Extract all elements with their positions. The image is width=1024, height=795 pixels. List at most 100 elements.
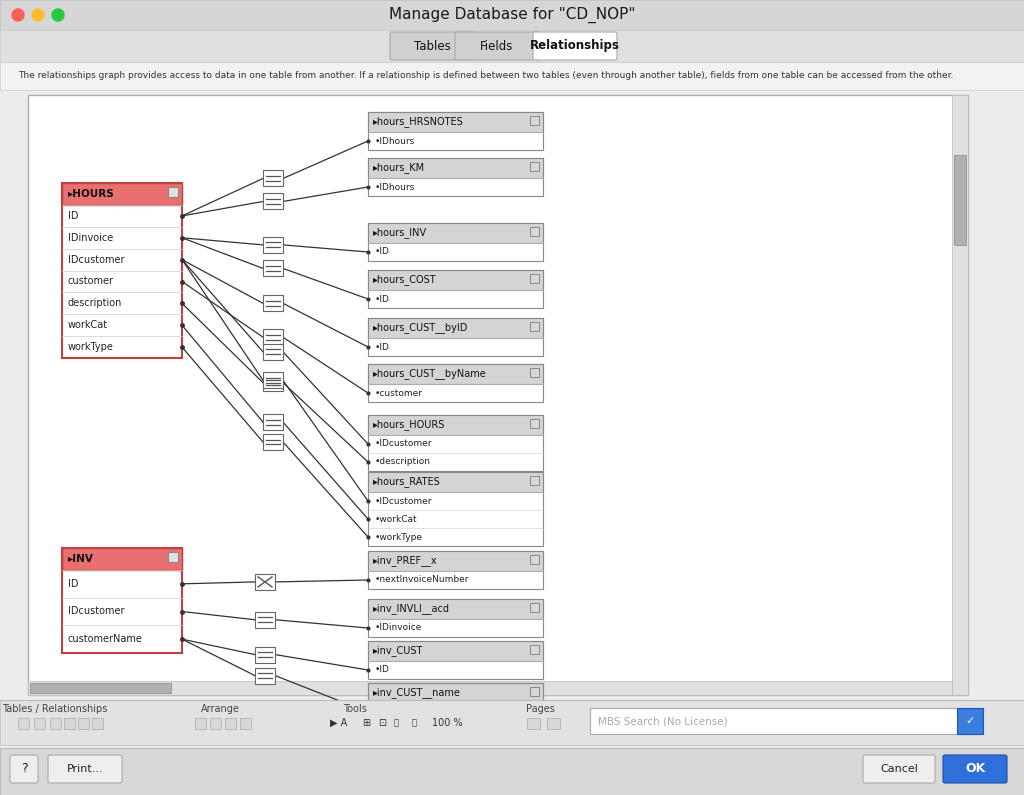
Bar	[0, 700, 1024, 745]
Bar	[590, 708, 980, 734]
Bar	[263, 329, 283, 345]
Text: ▸hours_COST: ▸hours_COST	[373, 274, 436, 285]
Bar	[368, 551, 543, 571]
Text: •ID: •ID	[375, 294, 390, 304]
Text: •description: •description	[375, 457, 431, 467]
Bar	[954, 155, 966, 245]
Text: •workCat: •workCat	[375, 514, 418, 523]
Bar	[530, 227, 539, 236]
Bar	[92, 718, 103, 729]
Bar	[530, 162, 539, 171]
Text: workType: workType	[68, 342, 114, 352]
Bar	[368, 112, 543, 150]
Bar	[368, 683, 543, 721]
Bar	[195, 718, 206, 729]
Text: OK: OK	[965, 762, 985, 775]
Bar	[28, 681, 952, 695]
Text: ▸INV: ▸INV	[68, 554, 94, 564]
Text: •IDinvoice: •IDinvoice	[375, 623, 422, 633]
Text: 100 %: 100 %	[432, 718, 463, 728]
Bar	[368, 223, 543, 261]
Bar	[0, 30, 1024, 62]
Text: •customer: •customer	[375, 708, 423, 716]
Bar	[530, 419, 539, 428]
Bar	[168, 187, 178, 197]
Text: customer: customer	[68, 277, 114, 286]
Bar	[263, 374, 283, 390]
Bar	[263, 261, 283, 277]
Bar	[952, 95, 968, 695]
Text: ▸inv_INVLI__acd: ▸inv_INVLI__acd	[373, 603, 450, 615]
Bar	[368, 683, 543, 703]
Text: •customer: •customer	[375, 389, 423, 398]
Text: ▸hours_HRSNOTES: ▸hours_HRSNOTES	[373, 117, 464, 127]
Bar	[530, 322, 539, 331]
FancyBboxPatch shape	[455, 32, 539, 60]
Text: MBS Search (No License): MBS Search (No License)	[598, 716, 728, 726]
Bar	[62, 183, 182, 358]
Text: Manage Database for "CD_NOP": Manage Database for "CD_NOP"	[389, 7, 635, 23]
Text: ?: ?	[20, 762, 28, 775]
Text: 🔍: 🔍	[394, 719, 399, 727]
Bar	[368, 364, 543, 384]
Text: ▸hours_CUST__byName: ▸hours_CUST__byName	[373, 369, 486, 379]
Text: ▸hours_CUST__byID: ▸hours_CUST__byID	[373, 323, 468, 333]
Bar	[368, 158, 543, 196]
Bar	[530, 116, 539, 125]
Text: ▸inv_CUST__name: ▸inv_CUST__name	[373, 688, 461, 699]
Text: •ID: •ID	[375, 247, 390, 257]
FancyBboxPatch shape	[390, 32, 474, 60]
Bar	[368, 551, 543, 589]
Bar	[957, 708, 983, 734]
Bar	[368, 472, 543, 492]
Bar	[368, 415, 543, 471]
Text: IDcustomer: IDcustomer	[68, 254, 125, 265]
Bar	[240, 718, 251, 729]
Text: The relationships graph provides access to data in one table from another. If a : The relationships graph provides access …	[18, 72, 953, 80]
Text: ▸hours_INV: ▸hours_INV	[373, 227, 427, 238]
Text: •IDhours: •IDhours	[375, 183, 416, 192]
Bar	[255, 611, 275, 628]
Text: IDinvoice: IDinvoice	[68, 233, 114, 242]
Bar	[255, 574, 275, 590]
Text: ▸HOURS: ▸HOURS	[68, 189, 115, 199]
Circle shape	[52, 9, 63, 21]
Bar	[263, 295, 283, 312]
Bar	[547, 718, 560, 729]
Bar	[368, 318, 543, 356]
Bar	[263, 193, 283, 209]
Text: ⊞: ⊞	[362, 718, 370, 728]
Bar	[530, 555, 539, 564]
Bar	[18, 718, 29, 729]
Text: ✓: ✓	[966, 716, 975, 726]
Bar	[530, 368, 539, 377]
Text: ⊡: ⊡	[378, 718, 386, 728]
Bar	[263, 237, 283, 253]
Bar	[34, 718, 45, 729]
Bar	[28, 95, 968, 695]
Circle shape	[32, 9, 44, 21]
Bar	[62, 183, 182, 205]
Text: Arrange: Arrange	[201, 704, 240, 714]
Bar	[62, 548, 182, 653]
Bar	[530, 476, 539, 485]
Bar	[0, 0, 1024, 30]
Bar	[63, 718, 75, 729]
Bar	[368, 270, 543, 308]
Bar	[368, 641, 543, 661]
Text: Fields: Fields	[480, 40, 514, 52]
Text: Tables / Relationships: Tables / Relationships	[2, 704, 108, 714]
Bar	[368, 599, 543, 637]
Bar	[255, 646, 275, 662]
Bar	[255, 668, 275, 684]
Bar	[263, 170, 283, 187]
Bar	[168, 552, 178, 562]
Text: description: description	[68, 298, 123, 308]
Text: Tools: Tools	[343, 704, 367, 714]
Text: •IDcustomer: •IDcustomer	[375, 440, 432, 448]
Bar	[30, 683, 171, 693]
Bar	[530, 645, 539, 654]
FancyBboxPatch shape	[48, 755, 122, 783]
Bar	[530, 603, 539, 612]
Bar	[368, 641, 543, 679]
